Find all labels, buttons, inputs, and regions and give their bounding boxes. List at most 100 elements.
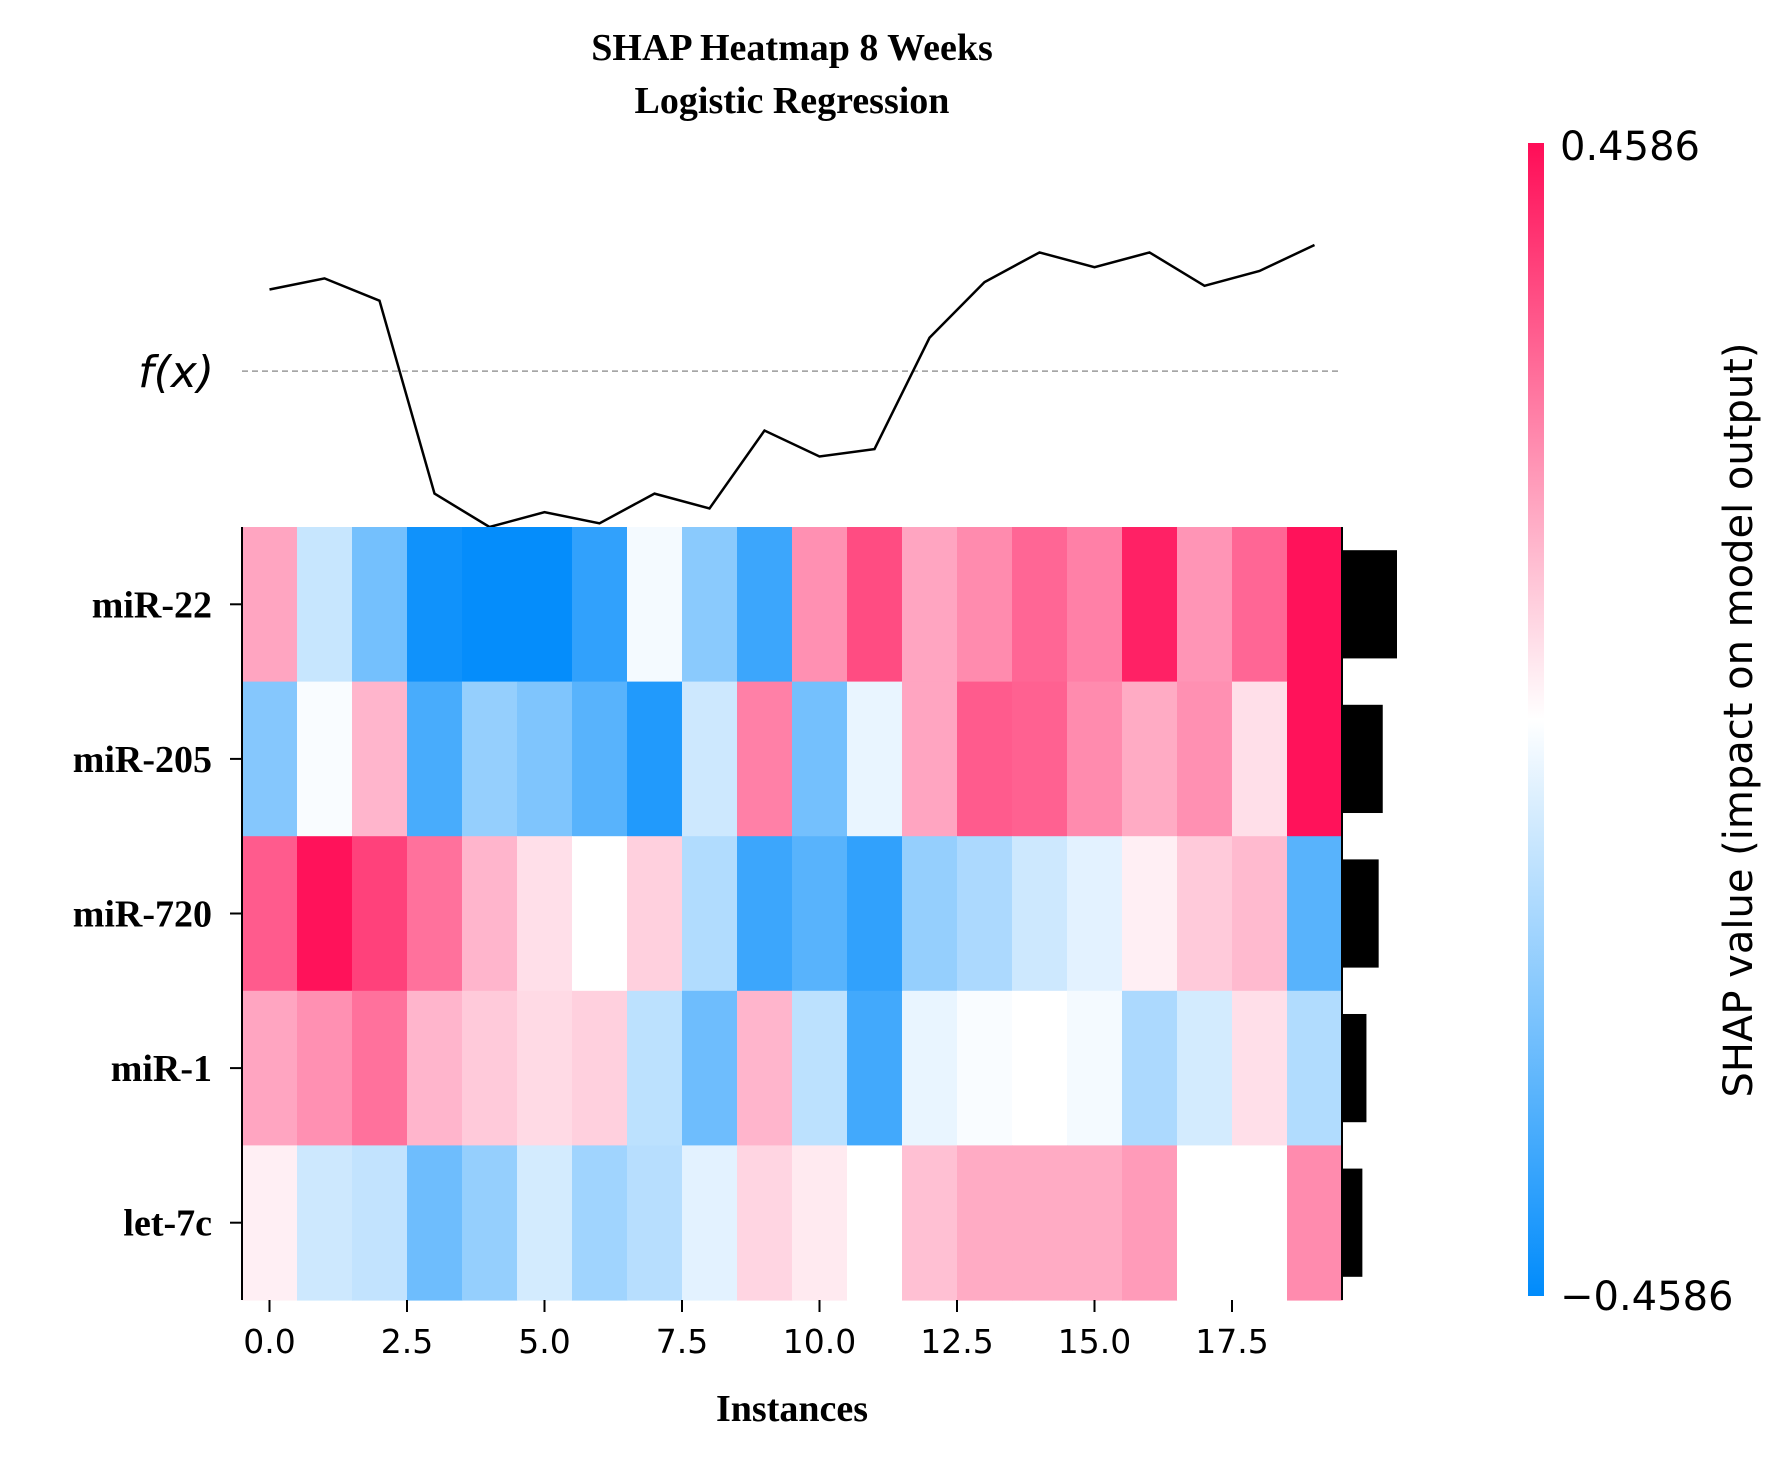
heatmap-cell	[792, 990, 848, 1146]
heatmap-cell	[627, 990, 683, 1146]
x-tick-label: 5.0	[518, 1322, 570, 1361]
colorbar-gradient	[1528, 143, 1544, 1296]
heatmap-cell	[1232, 1145, 1288, 1301]
importance-bar	[1342, 550, 1397, 659]
heatmap-cell	[572, 836, 628, 992]
heatmap-cell	[737, 527, 793, 683]
heatmap-cells	[242, 527, 1343, 1301]
x-axis-label: Instances	[716, 1388, 868, 1430]
heatmap-cell	[1122, 990, 1178, 1146]
heatmap-cell	[1287, 1145, 1343, 1301]
heatmap-cell	[352, 527, 408, 683]
heatmap-cell	[737, 990, 793, 1146]
heatmap-cell	[572, 990, 628, 1146]
heatmap-cell	[1177, 681, 1233, 837]
heatmap-cell	[297, 1145, 353, 1301]
colorbar-min-label: −0.4586	[1560, 1274, 1733, 1320]
heatmap-cell	[682, 681, 738, 837]
heatmap-cell	[517, 836, 573, 992]
importance-bar	[1342, 1168, 1363, 1277]
heatmap-cell	[847, 836, 903, 992]
heatmap-cell	[1122, 527, 1178, 683]
heatmap-cell	[297, 990, 353, 1146]
x-tick-label: 15.0	[1058, 1322, 1131, 1361]
heatmap-cell	[627, 681, 683, 837]
heatmap-cell	[902, 1145, 958, 1301]
heatmap-cell	[517, 681, 573, 837]
x-tick-label: 2.5	[381, 1322, 433, 1361]
heatmap-cell	[462, 681, 518, 837]
colorbar-max-label: 0.4586	[1560, 124, 1700, 170]
heatmap-cell	[1287, 990, 1343, 1146]
heatmap-cell	[517, 1145, 573, 1301]
heatmap-cell	[957, 681, 1013, 837]
feature-importance-bars	[1342, 550, 1397, 1277]
heatmap-cell	[1067, 990, 1123, 1146]
heatmap-cell	[407, 836, 463, 992]
heatmap-cell	[847, 527, 903, 683]
heatmap-cell	[242, 1145, 298, 1301]
feature-label: miR-1	[111, 1048, 212, 1090]
heatmap-cell	[352, 1145, 408, 1301]
heatmap-cell	[242, 681, 298, 837]
heatmap-cell	[682, 1145, 738, 1301]
x-tick-label: 10.0	[783, 1322, 856, 1361]
feature-label: miR-22	[92, 584, 212, 626]
heatmap-cell	[847, 1145, 903, 1301]
heatmap-cell	[957, 527, 1013, 683]
heatmap-cell	[1177, 990, 1233, 1146]
heatmap-cell	[902, 527, 958, 683]
heatmap-cell	[737, 681, 793, 837]
heatmap-cell	[517, 990, 573, 1146]
heatmap-cell	[1012, 681, 1068, 837]
feature-label: miR-720	[73, 894, 212, 936]
heatmap-cell	[737, 836, 793, 992]
heatmap-cell	[1012, 836, 1068, 992]
heatmap-cell	[572, 527, 628, 683]
heatmap-cell	[1067, 1145, 1123, 1301]
heatmap-cell	[462, 836, 518, 992]
heatmap-cell	[627, 527, 683, 683]
heatmap-cell	[407, 1145, 463, 1301]
heatmap-cell	[1232, 527, 1288, 683]
heatmap-cell	[407, 527, 463, 683]
heatmap-cell	[847, 990, 903, 1146]
chart-title-line1: SHAP Heatmap 8 Weeks	[591, 27, 993, 69]
heatmap-cell	[462, 527, 518, 683]
heatmap-cell	[627, 836, 683, 992]
heatmap-cell	[1177, 1145, 1233, 1301]
heatmap-cell	[1122, 836, 1178, 992]
heatmap-cell	[242, 527, 298, 683]
x-tick-label: 17.5	[1195, 1322, 1268, 1361]
chart-title-line2: Logistic Regression	[635, 80, 950, 122]
heatmap-cell	[682, 990, 738, 1146]
heatmap-cell	[1287, 836, 1343, 992]
x-tick-label: 0.0	[243, 1322, 295, 1361]
heatmap-cell	[462, 1145, 518, 1301]
heatmap-cell	[902, 681, 958, 837]
heatmap-cell	[572, 681, 628, 837]
heatmap-cell	[737, 1145, 793, 1301]
heatmap-cell	[297, 836, 353, 992]
heatmap-cell	[1067, 681, 1123, 837]
heatmap-cell	[1067, 527, 1123, 683]
heatmap-cell	[682, 836, 738, 992]
x-tick-label: 12.5	[920, 1322, 993, 1361]
heatmap-cell	[902, 836, 958, 992]
x-axis-ticks: 0.0 2.5 5.0 7.5 10.0 12.5 15.0 17.5	[243, 1300, 1269, 1361]
heatmap-cell	[957, 836, 1013, 992]
heatmap-cell	[1232, 681, 1288, 837]
heatmap-cell	[1287, 681, 1343, 837]
heatmap-cell	[242, 836, 298, 992]
heatmap-cell	[1177, 527, 1233, 683]
feature-labels: miR-22 miR-205 miR-720 miR-1 let-7c	[73, 584, 242, 1245]
heatmap-cell	[407, 990, 463, 1146]
heatmap-cell	[297, 527, 353, 683]
x-tick-label: 7.5	[656, 1322, 708, 1361]
heatmap-cell	[902, 990, 958, 1146]
heatmap-cell	[1012, 990, 1068, 1146]
heatmap-cell	[1012, 1145, 1068, 1301]
heatmap-cell	[627, 1145, 683, 1301]
heatmap-cell	[682, 527, 738, 683]
